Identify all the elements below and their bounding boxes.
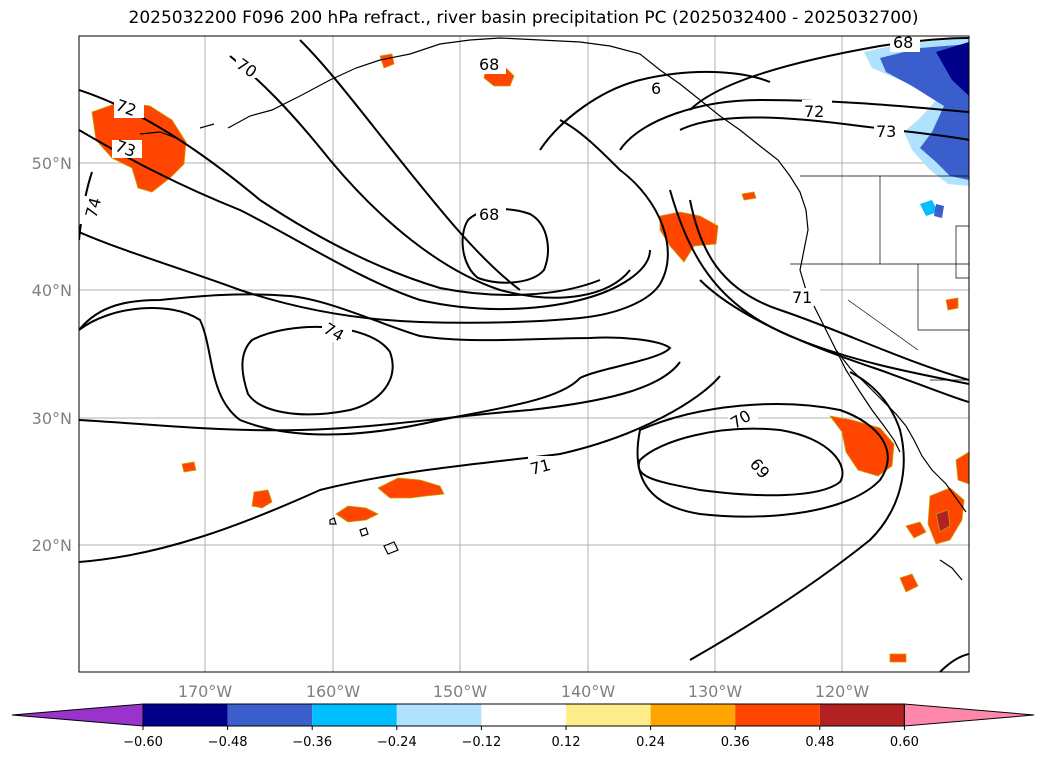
contour-label: 73 [876,122,896,141]
contour-label: 68 [479,55,499,74]
contour-71-ne [619,98,969,151]
colorbar-tick-label: 0.36 [721,735,750,750]
colorbar-segment [566,704,651,726]
longitude-labels: 170°W 160°W 150°W 140°W 130°W 120°W [178,682,870,701]
lon-label: 160°W [306,682,361,701]
coastlines [139,37,967,581]
contour-70-band [79,119,669,324]
precip-neg-bc-dark [936,42,969,96]
precip-blob-mexico-4 [955,451,969,485]
colorbar-tick-label: 0.24 [636,735,665,750]
contour-labels: 68 68 68 70 72 73 74 74 71 72 73 71 70 [79,33,920,482]
precip-blob-bc-coast [741,191,757,201]
colorbar-extend-low [11,703,144,727]
colorbar-segment [481,704,566,726]
precip-blob-hawaii-2 [335,505,379,523]
precip-blob-mexico-3 [899,573,919,593]
contour-73-east [689,199,969,381]
precip-blob-hawaii-1 [377,477,445,499]
contour-71-south [79,375,721,563]
colorbar-segment [735,704,820,726]
precip-blob-small-2 [181,461,197,473]
contour-68-low [461,208,549,284]
colorbar-tick-label: −0.24 [377,735,417,750]
precip-blob-mexico-2 [905,521,927,539]
colorbar-tick-label: 0.60 [890,735,919,750]
colorbar-segment [227,704,313,726]
contour-label: 68 [479,205,499,224]
lat-label: 20°N [32,536,72,555]
colorbar-segment [650,704,736,726]
colorbar-tick-label: −0.60 [123,735,163,750]
contour-label: 72 [804,102,824,121]
map-background [79,36,969,672]
precip-blob-nm [945,297,959,311]
precip-blob-mexico-dark [935,509,951,533]
colorbar-segment [396,704,482,726]
lat-label: 40°N [32,281,72,300]
colorbar: −0.60 −0.48 −0.36 −0.24 −0.12 0.12 0.24 0.36 0.4… [11,703,1035,750]
lon-label: 130°W [688,682,743,701]
lon-label: 140°W [561,682,616,701]
colorbar-tick-label: −0.36 [292,735,332,750]
contour-6-east [539,71,771,151]
precip-blob-mexico-5 [889,653,907,663]
precip-blob-small-1 [251,489,273,509]
colorbar-segment [312,704,397,726]
contour-south-east [689,371,905,661]
precip-negative-areas [864,38,969,218]
contour-70-north [229,55,631,299]
contour-72-band [79,129,651,311]
contour-73-ring [79,293,672,436]
colorbar-tick-label: 0.12 [552,735,581,750]
contour-se-corner [939,653,969,672]
contour-69-low [637,427,844,497]
lat-label: 30°N [32,409,72,428]
colorbar-tick-label: 0.48 [805,735,834,750]
colorbar-segment [143,704,228,726]
map-title: 2025032200 F096 200 hPa refract., river … [128,8,919,28]
contour-71-east [699,279,969,403]
contour-label: 68 [893,33,913,52]
contour-70-sub [636,403,889,518]
contour-label: 71 [792,288,812,307]
contour-68-ne [689,37,969,111]
colorbar-frame [142,703,905,727]
contour-69-north [299,39,521,291]
contour-label: 6 [651,79,661,98]
contour-71-band-1 [79,361,681,432]
colorbar-tick-label: −0.48 [208,735,248,750]
colorbar-segment [819,704,905,726]
political-borders [790,175,969,381]
precip-neg-idaho [920,200,938,216]
lon-label: 120°W [815,682,870,701]
contour-label: 74 [82,195,106,220]
colorbar-extend-high [903,703,1035,727]
latitude-labels: 50°N 40°N 30°N 20°N [32,154,72,555]
lat-label: 50°N [32,154,72,173]
map-frame [78,35,970,673]
contour-label: 71 [528,455,553,479]
lon-label: 170°W [178,682,233,701]
contour-72-ne [679,116,969,141]
colorbar-tick-label: −0.12 [461,735,501,750]
gridlines [79,36,969,672]
precip-neg-bc-mid [880,44,969,180]
precip-neg-idaho-2 [934,204,944,218]
lon-label: 150°W [433,682,488,701]
